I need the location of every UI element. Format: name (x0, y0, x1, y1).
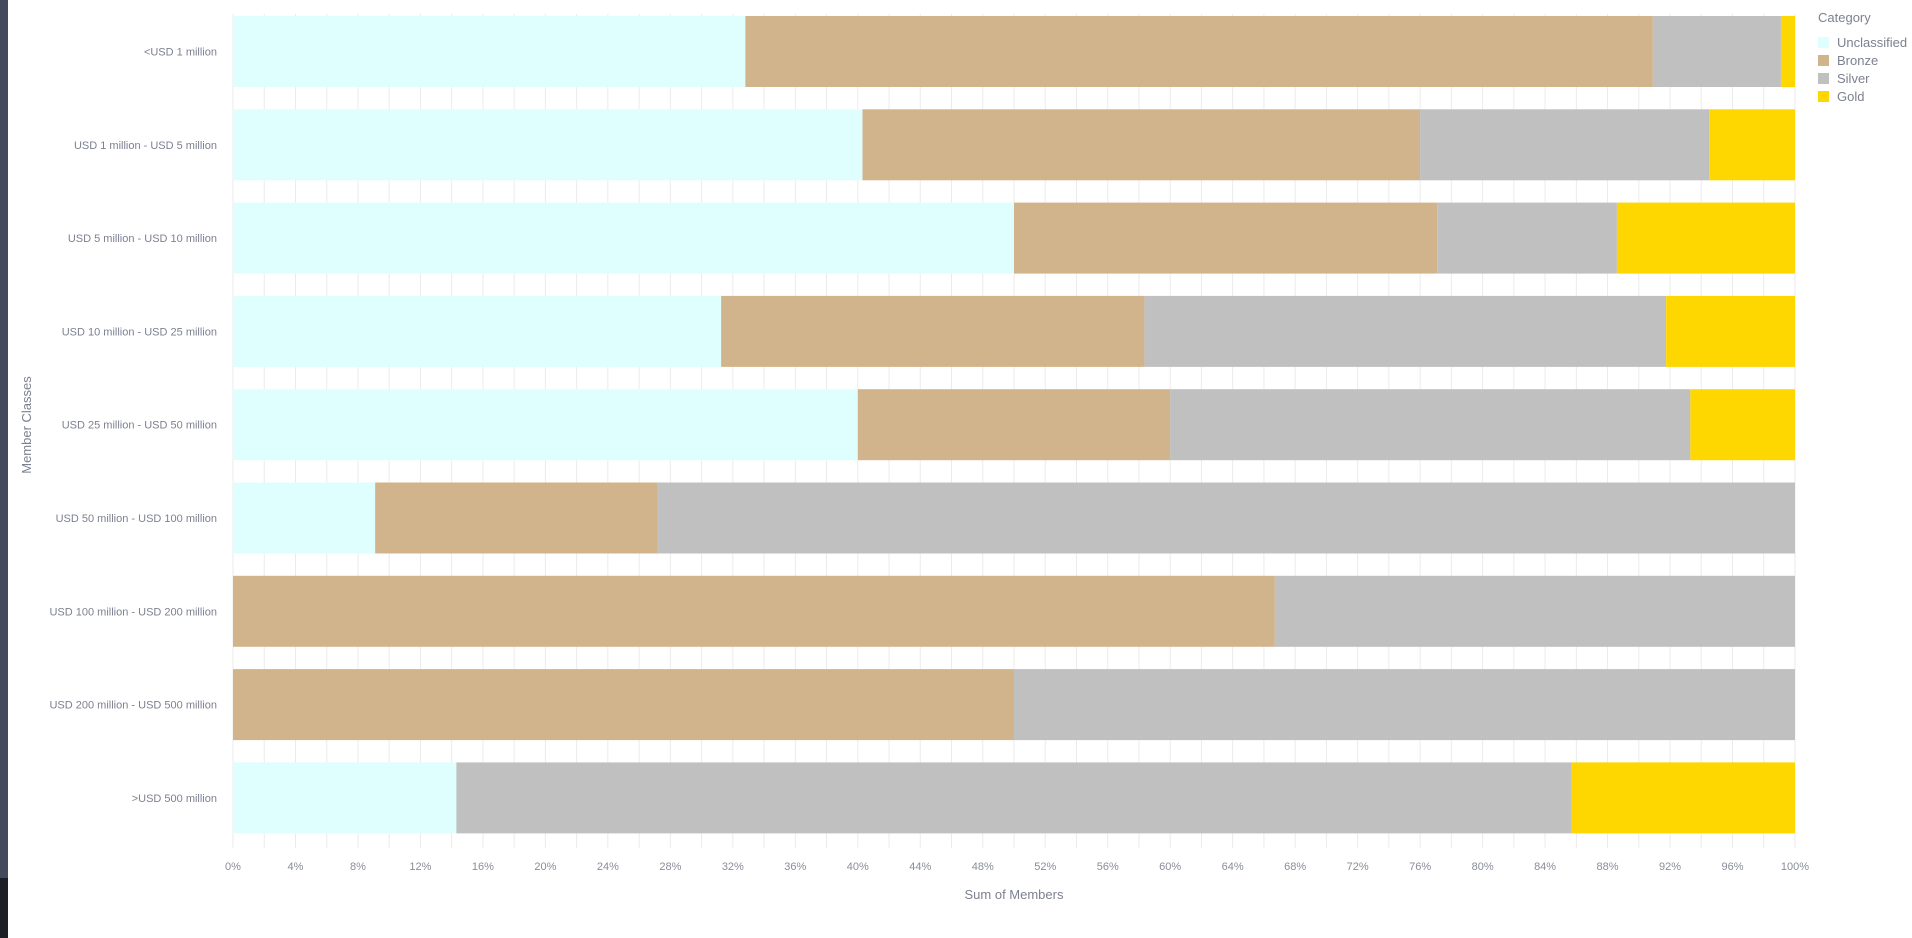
x-tick-label: 72% (1347, 861, 1369, 873)
x-tick-label: 36% (784, 861, 806, 873)
bar-segment-unclassified[interactable] (233, 109, 863, 181)
x-tick-label: 56% (1097, 861, 1119, 873)
legend-swatch (1818, 90, 1829, 102)
bar-segment-gold[interactable] (1709, 109, 1795, 181)
legend-item-gold[interactable]: Gold (1818, 87, 1907, 105)
legend-item-bronze[interactable]: Bronze (1818, 51, 1907, 69)
bar-segment-bronze[interactable] (375, 482, 658, 554)
legend-item-silver[interactable]: Silver (1818, 69, 1907, 87)
bar-segment-unclassified[interactable] (233, 295, 722, 367)
y-tick-label: USD 10 million - USD 25 million (62, 326, 217, 338)
bar-segment-bronze[interactable] (233, 575, 1275, 647)
bar-segment-silver[interactable] (1144, 295, 1667, 367)
x-tick-label: 64% (1222, 861, 1244, 873)
x-tick-label: 84% (1534, 861, 1556, 873)
x-tick-label: 48% (972, 861, 994, 873)
y-tick-label: USD 50 million - USD 100 million (56, 513, 217, 525)
y-tick-label: <USD 1 million (144, 47, 217, 59)
x-tick-label: 96% (1722, 861, 1744, 873)
y-tick-label: USD 100 million - USD 200 million (49, 606, 217, 618)
legend-swatch (1818, 72, 1829, 84)
bar-segment-silver[interactable] (1437, 202, 1617, 274)
legend-swatch (1818, 36, 1829, 48)
window-edge (0, 0, 8, 878)
bar-segment-unclassified[interactable] (233, 762, 457, 834)
y-tick-label: >USD 500 million (132, 793, 217, 805)
bar-segment-silver[interactable] (456, 762, 1572, 834)
bar-segment-silver[interactable] (657, 482, 1795, 554)
bar-segment-bronze[interactable] (857, 389, 1171, 461)
x-tick-label: 80% (1472, 861, 1494, 873)
legend: Category Unclassified Bronze Silver Gold (1818, 10, 1907, 105)
x-tick-label: 16% (472, 861, 494, 873)
bar-segment-unclassified[interactable] (233, 16, 746, 87)
bar-segment-bronze[interactable] (745, 16, 1653, 87)
x-tick-label: 60% (1159, 861, 1181, 873)
bar-segment-silver[interactable] (1014, 669, 1795, 741)
x-axis-title: Sum of Members (965, 887, 1064, 902)
legend-label: Bronze (1837, 52, 1879, 68)
x-tick-label: 28% (659, 861, 681, 873)
x-tick-label: 76% (1409, 861, 1431, 873)
x-tick-label: 40% (847, 861, 869, 873)
bar-segment-gold[interactable] (1666, 295, 1795, 367)
x-tick-label: 88% (1597, 861, 1619, 873)
bar-segment-bronze[interactable] (1014, 202, 1438, 274)
x-tick-label: 68% (1284, 861, 1306, 873)
bar-segment-bronze[interactable] (233, 669, 1014, 741)
bar-segment-unclassified[interactable] (233, 482, 376, 554)
x-tick-label: 4% (288, 861, 304, 873)
y-axis-labels: <USD 1 million USD 1 million - USD 5 mill… (49, 47, 217, 805)
x-tick-label: 32% (722, 861, 744, 873)
x-tick-label: 44% (909, 861, 931, 873)
x-axis-ticks: 0% 4% 8% 12% 16% 20% 24% 28% 32% 36% 40% 44% 48% 52% 5… (225, 861, 1809, 873)
x-tick-label: 12% (409, 861, 431, 873)
bar-segment-gold[interactable] (1780, 16, 1795, 87)
bar-segment-bronze[interactable] (721, 295, 1145, 367)
legend-title: Category (1818, 10, 1871, 25)
x-tick-label: 92% (1659, 861, 1681, 873)
y-tick-label: USD 200 million - USD 500 million (49, 700, 217, 712)
legend-swatch (1818, 54, 1829, 66)
bar-segment-silver[interactable] (1274, 575, 1795, 647)
bar-segment-silver[interactable] (1170, 389, 1691, 461)
bar-segment-silver[interactable] (1420, 109, 1710, 181)
y-axis-title: Member Classes (19, 376, 34, 474)
legend-label: Gold (1837, 88, 1865, 104)
bar-segment-silver[interactable] (1652, 16, 1781, 87)
x-tick-label: 24% (597, 861, 619, 873)
x-tick-label: 52% (1034, 861, 1056, 873)
x-tick-label: 20% (534, 861, 556, 873)
y-tick-label: USD 5 million - USD 10 million (68, 233, 217, 245)
x-tick-label: 8% (350, 861, 366, 873)
x-tick-label: 0% (225, 861, 241, 873)
y-tick-label: USD 25 million - USD 50 million (62, 420, 217, 432)
bar-segment-gold[interactable] (1690, 389, 1795, 461)
bars (233, 16, 1795, 834)
bar-segment-bronze[interactable] (862, 109, 1421, 181)
legend-label: Silver (1837, 70, 1870, 86)
x-tick-label: 100% (1781, 861, 1809, 873)
legend-label: Unclassified (1837, 34, 1908, 50)
bar-segment-gold[interactable] (1616, 202, 1795, 274)
window-edge-dark (0, 878, 8, 938)
y-tick-label: USD 1 million - USD 5 million (74, 140, 217, 152)
bar-segment-unclassified[interactable] (233, 202, 1014, 274)
bar-segment-gold[interactable] (1571, 762, 1795, 834)
bar-segment-unclassified[interactable] (233, 389, 858, 461)
legend-item-unclassified[interactable]: Unclassified (1818, 33, 1907, 51)
